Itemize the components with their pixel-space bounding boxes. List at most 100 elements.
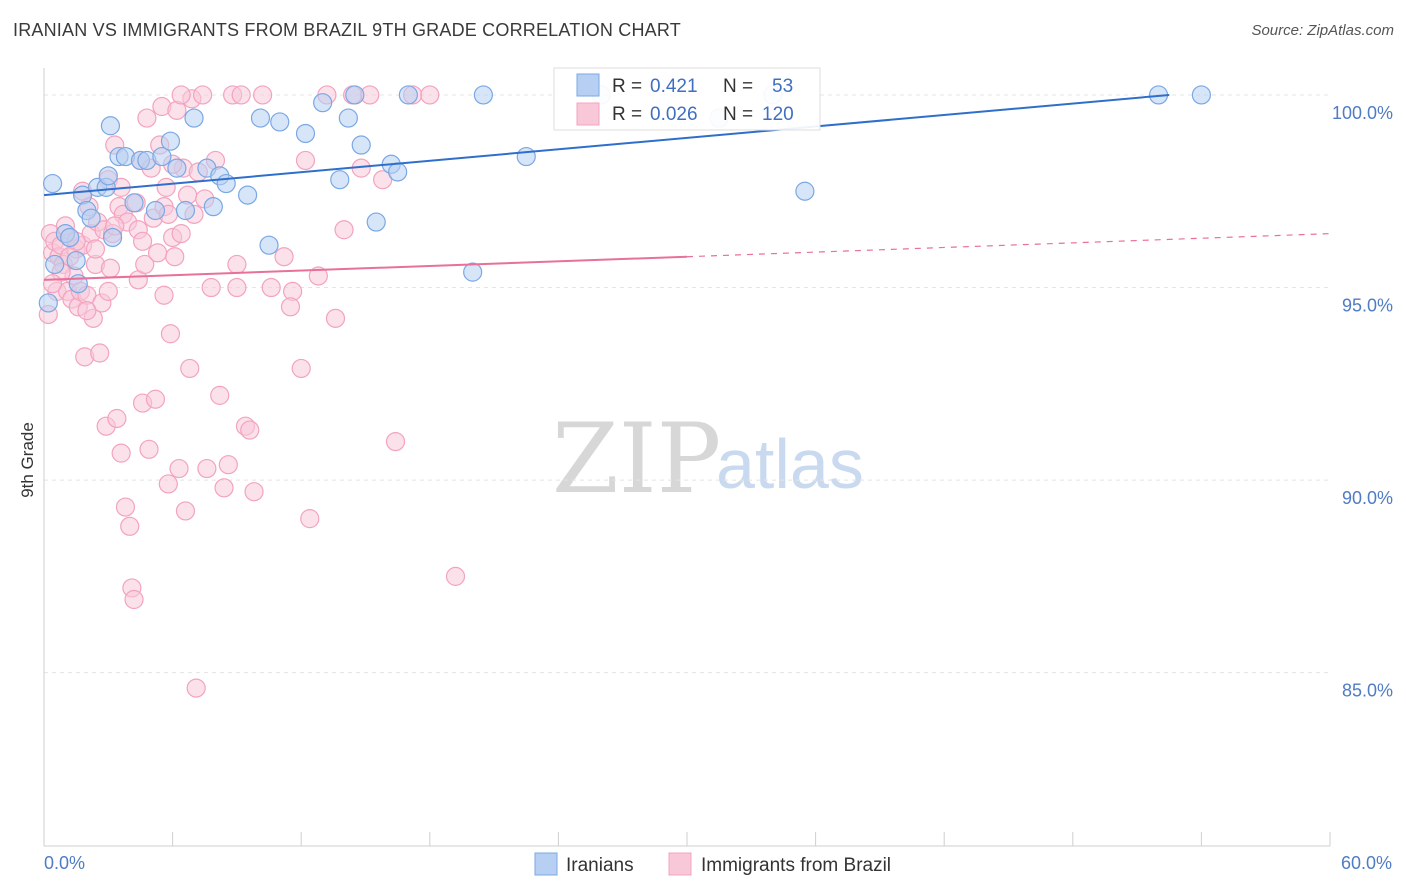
point-brazil	[90, 343, 110, 363]
point-iranians	[295, 123, 316, 144]
point-brazil	[77, 301, 97, 321]
point-brazil	[186, 678, 206, 698]
point-brazil	[197, 458, 217, 479]
point-iranians	[100, 116, 121, 136]
point-iranians	[259, 235, 279, 255]
point-brazil	[171, 85, 191, 105]
point-brazil	[240, 420, 260, 440]
point-iranians	[45, 254, 65, 275]
point-iranians	[366, 212, 386, 232]
stats-r-iranians: 0.421	[650, 76, 698, 97]
point-brazil	[137, 108, 157, 128]
point-brazil	[274, 247, 294, 267]
point-brazil	[210, 385, 230, 405]
point-brazil	[253, 85, 273, 105]
x-ticks	[43, 832, 1331, 846]
point-iranians	[102, 227, 123, 248]
stats-r-label-brazil: R =	[612, 104, 642, 125]
y-tick-labels: 100.0% 95.0% 90.0% 85.0%	[1332, 103, 1393, 701]
point-iranians	[473, 85, 493, 105]
y-tick-label: 90.0%	[1342, 488, 1393, 508]
point-brazil	[124, 589, 144, 610]
legend-label-iranians: Iranians	[566, 855, 634, 876]
legend-label-brazil: Immigrants from Brazil	[701, 855, 891, 876]
point-brazil	[175, 501, 196, 521]
point-iranians	[184, 108, 204, 128]
point-iranians	[145, 200, 166, 221]
point-brazil	[139, 439, 159, 459]
point-iranians	[160, 131, 181, 151]
point-iranians	[388, 162, 408, 182]
point-brazil	[325, 308, 346, 328]
point-brazil	[42, 274, 63, 294]
point-iranians	[313, 93, 333, 113]
watermark: ZIP atlas	[552, 403, 864, 515]
trend-lines	[43, 93, 1331, 281]
gridlines	[44, 94, 1330, 674]
point-brazil	[227, 277, 247, 298]
point-iranians	[167, 158, 187, 178]
source-credit: Source: ZipAtlas.com	[1251, 22, 1394, 39]
watermark-zip: ZIP	[552, 403, 721, 515]
point-brazil	[85, 239, 106, 259]
stats-r-brazil: 0.026	[650, 104, 698, 125]
point-brazil	[231, 85, 251, 105]
point-iranians	[152, 146, 172, 167]
stats-n-iranians: 53	[772, 76, 793, 97]
point-iranians	[1191, 85, 1212, 105]
trend-line-brazil-extension	[686, 233, 1331, 258]
point-brazil	[445, 566, 466, 586]
trend-line-brazil	[43, 255, 688, 281]
point-iranians	[38, 293, 58, 313]
point-iranians	[175, 200, 196, 221]
stats-r-label-iranians: R =	[612, 76, 642, 97]
point-brazil	[160, 324, 181, 344]
point-iranians	[250, 108, 271, 128]
legend-swatch-iranians	[534, 852, 558, 876]
point-brazil	[244, 482, 264, 502]
stats-n-brazil: 120	[762, 104, 794, 125]
point-iranians	[216, 173, 236, 194]
point-brazil	[295, 150, 316, 171]
point-brazil	[156, 177, 176, 197]
point-brazil	[420, 85, 440, 105]
stats-legend: R = 0.421 N = 53 R = 0.026 N = 120	[553, 67, 821, 131]
point-brazil	[308, 266, 328, 286]
point-brazil	[300, 509, 320, 529]
point-iranians	[124, 193, 144, 213]
series-iranians-points	[38, 85, 1212, 313]
point-iranians	[463, 262, 483, 282]
point-iranians	[238, 185, 258, 205]
legend-swatch-brazil	[668, 852, 692, 876]
point-brazil	[135, 254, 155, 275]
chart-title: IRANIAN VS IMMIGRANTS FROM BRAZIL 9TH GR…	[13, 20, 681, 40]
point-brazil	[158, 474, 178, 494]
point-brazil	[214, 478, 234, 498]
point-brazil	[201, 277, 221, 298]
watermark-atlas: atlas	[716, 425, 864, 503]
point-iranians	[351, 135, 371, 155]
y-axis-title: 9th Grade	[18, 422, 37, 498]
point-brazil	[120, 516, 140, 536]
point-brazil	[385, 431, 406, 452]
point-brazil	[227, 254, 247, 275]
point-brazil	[132, 231, 153, 251]
point-brazil	[147, 243, 168, 263]
point-brazil	[218, 455, 238, 475]
x-tick-label-max: 60.0%	[1341, 853, 1392, 873]
point-iranians	[42, 173, 63, 194]
point-brazil	[111, 443, 131, 463]
point-brazil	[154, 285, 174, 305]
point-brazil	[373, 170, 393, 190]
point-brazil	[193, 85, 213, 105]
point-iranians	[98, 166, 118, 186]
stats-swatch-brazil	[576, 102, 600, 126]
point-brazil	[334, 220, 354, 240]
point-iranians	[66, 250, 86, 271]
y-tick-label: 95.0%	[1342, 296, 1393, 316]
point-brazil	[145, 389, 166, 409]
point-iranians	[330, 170, 350, 190]
point-brazil	[171, 224, 191, 244]
point-brazil	[115, 497, 136, 517]
